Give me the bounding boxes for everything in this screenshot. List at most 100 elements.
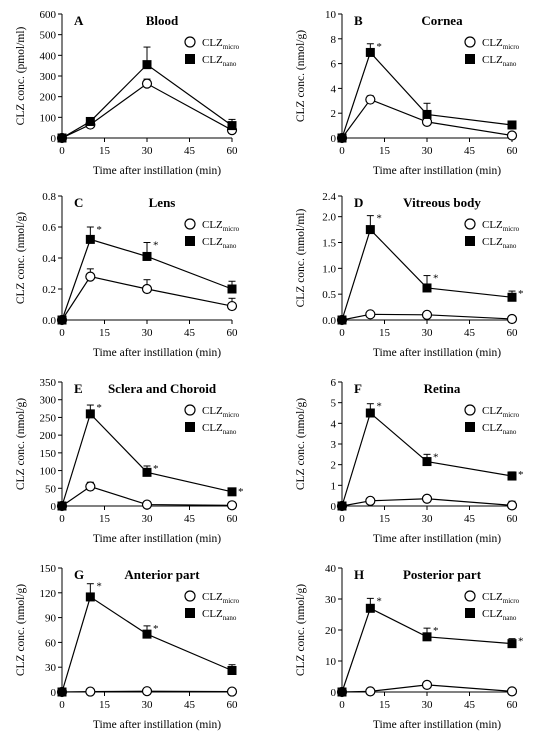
x-axis-title: Time after instillation (min) bbox=[93, 719, 221, 731]
panel-title: Vitreous body bbox=[403, 195, 481, 210]
y-tick-label: 90 bbox=[45, 613, 57, 625]
x-tick-label: 15 bbox=[99, 699, 111, 711]
legend-marker-open-circle bbox=[184, 218, 196, 230]
legend-marker-filled-square bbox=[185, 608, 195, 618]
legend-marker-open-circle bbox=[184, 590, 196, 602]
panel-letter: B bbox=[354, 13, 363, 28]
legend-label-main: CLZ bbox=[202, 608, 223, 620]
legend-label: CLZnano bbox=[202, 236, 237, 250]
y-tick-label: 250 bbox=[40, 412, 57, 424]
legend-label: CLZnano bbox=[202, 608, 237, 622]
significance-asterisk: * bbox=[96, 581, 102, 593]
y-axis-title: CLZ conc. (nmol/g) bbox=[295, 584, 307, 676]
y-tick-label: 10 bbox=[325, 656, 337, 668]
x-axis-title: Time after instillation (min) bbox=[373, 533, 501, 545]
y-tick-label: 200 bbox=[40, 430, 57, 442]
legend-label: CLZmicro bbox=[202, 591, 240, 605]
legend-marker-filled-square bbox=[185, 422, 195, 432]
legend-label: CLZnano bbox=[202, 422, 237, 436]
y-tick-label: 40 bbox=[325, 563, 337, 575]
x-tick-label: 30 bbox=[142, 513, 154, 525]
y-tick-label: 30 bbox=[325, 594, 337, 606]
series-line-CLZnano bbox=[341, 411, 513, 507]
legend-marker-filled-square bbox=[465, 422, 475, 432]
y-tick-label: 120 bbox=[40, 588, 57, 600]
data-point-CLZmicro bbox=[226, 686, 238, 697]
legend-label-sub: nano bbox=[223, 614, 237, 622]
y-axis-title: CLZ conc. (nmol/g) bbox=[295, 398, 307, 490]
y-axis-title: CLZ conc. (nmol/g) bbox=[15, 584, 27, 676]
legend-label-sub: micro bbox=[503, 597, 520, 605]
y-tick-label: 0 bbox=[51, 687, 57, 699]
data-point-CLZnano bbox=[142, 467, 152, 477]
x-tick-label: 0 bbox=[59, 327, 65, 339]
y-tick-label: 350 bbox=[40, 377, 57, 389]
series-line-CLZnano bbox=[341, 51, 513, 139]
y-tick-label: 6 bbox=[331, 377, 337, 389]
x-tick-label: 60 bbox=[227, 699, 239, 711]
y-tick-label: 2.4 bbox=[322, 191, 336, 203]
y-tick-label: 0.6 bbox=[42, 222, 56, 234]
y-axis-title: CLZ conc. (pmol/ml) bbox=[15, 26, 27, 125]
y-tick-label: 5 bbox=[331, 398, 337, 410]
legend-label-main: CLZ bbox=[202, 37, 223, 49]
y-tick-label: 0.0 bbox=[42, 315, 56, 327]
significance-asterisk: * bbox=[518, 469, 524, 481]
y-tick-label: 8 bbox=[331, 34, 337, 46]
data-point-CLZnano bbox=[365, 408, 375, 418]
data-point-CLZnano bbox=[507, 639, 517, 649]
x-tick-label: 30 bbox=[422, 699, 434, 711]
y-tick-label: 150 bbox=[40, 563, 57, 575]
legend-label-main: CLZ bbox=[482, 591, 503, 603]
data-point-CLZnano bbox=[57, 133, 67, 143]
chart-panel-e: 0 50 100 150 200 250 300 350 0 15 30 45 60 Time after… bbox=[15, 377, 244, 545]
x-axis-title: Time after instillation (min) bbox=[93, 533, 221, 545]
data-point-CLZnano bbox=[422, 109, 432, 119]
y-tick-label: 1.5 bbox=[322, 238, 336, 250]
significance-asterisk: * bbox=[376, 213, 382, 225]
y-tick-label: 1.0 bbox=[322, 263, 336, 275]
data-point-CLZnano bbox=[337, 501, 347, 511]
significance-asterisk: * bbox=[433, 451, 439, 463]
y-tick-label: 10 bbox=[325, 9, 337, 21]
y-tick-label: 400 bbox=[40, 50, 57, 62]
data-point-CLZmicro bbox=[421, 679, 433, 690]
significance-asterisk: * bbox=[153, 463, 159, 475]
x-tick-label: 45 bbox=[184, 699, 196, 711]
data-point-CLZmicro bbox=[365, 309, 376, 320]
x-tick-label: 60 bbox=[227, 145, 239, 157]
y-tick-label: 2 bbox=[331, 108, 337, 120]
data-point-CLZmicro bbox=[506, 500, 518, 511]
data-point-CLZnano bbox=[227, 121, 237, 131]
data-point-CLZnano bbox=[85, 116, 95, 126]
data-point-CLZnano bbox=[142, 251, 152, 261]
series-line-CLZnano bbox=[61, 595, 233, 693]
significance-asterisk: * bbox=[376, 401, 382, 413]
legend-label-main: CLZ bbox=[202, 591, 223, 603]
series-line-CLZnano bbox=[61, 238, 233, 321]
legend-label-sub: micro bbox=[223, 597, 240, 605]
x-tick-label: 60 bbox=[507, 513, 519, 525]
panel-title: Anterior part bbox=[124, 567, 200, 582]
data-point-CLZnano bbox=[85, 234, 95, 244]
data-point-CLZnano bbox=[422, 457, 432, 467]
panel-title: Lens bbox=[149, 195, 176, 210]
legend-label: CLZmicro bbox=[482, 219, 520, 233]
data-point-CLZnano bbox=[337, 315, 347, 325]
legend-marker-filled-square bbox=[465, 236, 475, 246]
data-point-CLZnano bbox=[227, 487, 237, 497]
legend-marker-filled-square bbox=[465, 608, 475, 618]
x-tick-label: 30 bbox=[422, 513, 434, 525]
y-tick-label: 4 bbox=[331, 83, 337, 95]
data-point-CLZmicro bbox=[365, 495, 376, 506]
panel-letter: F bbox=[354, 381, 362, 396]
x-tick-label: 45 bbox=[464, 513, 476, 525]
x-tick-label: 60 bbox=[507, 145, 519, 157]
x-tick-label: 30 bbox=[142, 145, 154, 157]
y-tick-label: 0.4 bbox=[42, 253, 56, 265]
y-tick-label: 0.5 bbox=[322, 289, 336, 301]
y-tick-label: 600 bbox=[40, 9, 57, 21]
data-point-CLZnano bbox=[227, 666, 237, 676]
